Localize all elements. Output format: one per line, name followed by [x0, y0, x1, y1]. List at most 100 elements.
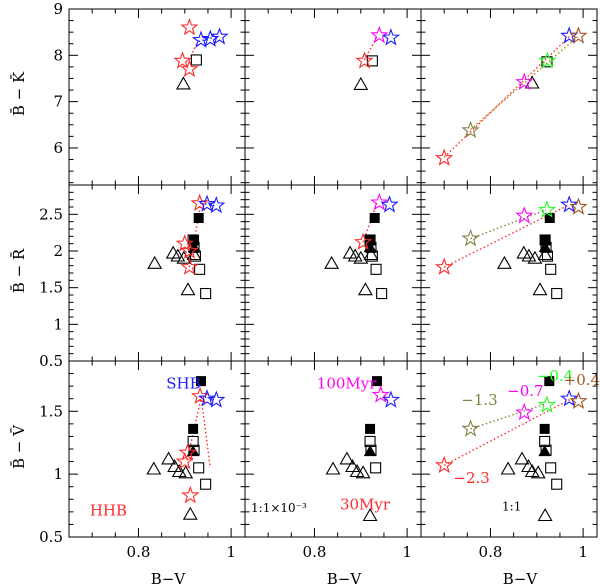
- annotation-label: −0.4: [537, 367, 573, 385]
- y-tick-label: 9: [53, 0, 63, 18]
- open-triangle-point: [147, 255, 163, 269]
- y-tick-label: 0.5: [39, 352, 63, 370]
- panel-r2-c3: [420, 184, 598, 362]
- open-triangle-point: [496, 255, 512, 269]
- panel-r1-c1: 6 7 8 9: [53, 0, 246, 186]
- y-tick-label: 1.5: [39, 279, 63, 297]
- star-point: [569, 26, 588, 44]
- open-triangle-point: [167, 458, 183, 473]
- y-tick-label: 7: [53, 93, 63, 111]
- open-triangle-point: [355, 465, 371, 479]
- open-square-point: [370, 263, 382, 275]
- open-triangle-point: [530, 465, 546, 479]
- star-point: [178, 443, 197, 461]
- filled-triangle-point: [538, 240, 552, 252]
- star-point: [173, 51, 192, 69]
- open-triangle-point: [178, 465, 194, 479]
- star-point: [569, 391, 588, 410]
- annotation-label: 30Myr: [340, 495, 391, 513]
- annotation-label: HHB: [90, 502, 127, 520]
- star-point: [175, 452, 194, 470]
- open-triangle-point: [521, 248, 537, 262]
- open-square-point: [366, 55, 378, 67]
- open-square-point: [200, 287, 212, 300]
- open-triangle-point: [532, 282, 548, 296]
- panel-r3-c3: 0.8 1 −0.4+0.4 −0.7 −1.3 −2.3 1:1: [420, 360, 600, 561]
- annotation-label: −1.3: [461, 391, 497, 409]
- filled-square-point: [369, 213, 380, 223]
- x-axis-label-col2: B−V: [327, 570, 363, 588]
- panel-frame: [68, 8, 246, 186]
- filled-square-point: [365, 423, 376, 434]
- panel-r3-c2: 0.8 1 100Myr 30Myr 1:1×10⁻³: [244, 360, 422, 561]
- star-point: [381, 28, 401, 46]
- star-point: [370, 193, 389, 211]
- filled-square-point: [539, 423, 550, 434]
- y-tick-label: 6: [53, 139, 63, 157]
- track-line: [186, 398, 202, 461]
- open-triangle-point: [349, 463, 365, 478]
- filled-triangle-point: [538, 444, 552, 457]
- open-triangle-point: [175, 76, 191, 90]
- track-line: [443, 33, 572, 158]
- filled-square-point: [188, 423, 199, 434]
- x-tick-label: 0.8: [303, 543, 327, 561]
- x-axis-label-col1: B−V: [151, 570, 187, 588]
- annotation-label: SHB: [166, 375, 200, 393]
- open-triangle-point: [524, 75, 540, 89]
- open-triangle-point: [176, 250, 192, 264]
- star-point: [371, 385, 390, 403]
- open-triangle-point: [353, 76, 369, 90]
- y-axis-label-row3: B̄ − V̄: [10, 424, 28, 469]
- open-triangle-point: [353, 250, 369, 264]
- open-square-point: [551, 478, 563, 490]
- filled-square-point: [196, 376, 206, 387]
- open-square-point: [541, 56, 553, 68]
- open-triangle-point: [537, 247, 553, 261]
- annotation-label: −2.3: [453, 469, 489, 487]
- x-tick-label: 0.8: [479, 543, 503, 561]
- annotation-label: 1:1: [502, 500, 521, 514]
- panel-r1-c3: [420, 8, 598, 186]
- x-tick-label: 1: [402, 543, 412, 561]
- star-point: [461, 120, 480, 139]
- star-point: [353, 232, 373, 251]
- filled-triangle-point: [186, 444, 200, 457]
- open-triangle-point: [180, 282, 196, 296]
- star-point: [560, 195, 579, 213]
- open-square-point: [193, 462, 205, 474]
- open-triangle-point: [161, 451, 177, 465]
- track-line: [470, 35, 579, 130]
- open-triangle-point: [325, 461, 341, 475]
- annotation-label: +0.4: [564, 371, 600, 389]
- open-triangle-point: [165, 245, 181, 259]
- star-point: [181, 485, 200, 504]
- star-point: [537, 200, 557, 218]
- panel-frame: [420, 360, 598, 538]
- open-square-point: [545, 462, 557, 474]
- open-square-point: [551, 287, 563, 300]
- y-tick-label: 2.5: [39, 205, 63, 223]
- open-triangle-point: [514, 451, 530, 465]
- open-triangle-point: [146, 461, 162, 475]
- open-triangle-point: [500, 461, 516, 475]
- star-point: [210, 27, 229, 45]
- y-tick-label: 2: [53, 242, 63, 260]
- open-triangle-point: [171, 463, 187, 478]
- star-point: [180, 17, 199, 36]
- star-point: [461, 228, 480, 247]
- star-point: [201, 29, 220, 47]
- panel-r2-c2: [244, 184, 422, 362]
- star-point: [537, 395, 557, 413]
- open-triangle-point: [324, 255, 340, 269]
- star-point: [370, 25, 389, 44]
- annotation-label: −0.7: [507, 382, 543, 400]
- open-triangle-point: [342, 245, 358, 259]
- filled-triangle-point: [363, 444, 377, 457]
- star-point: [197, 194, 217, 212]
- star-point: [197, 389, 217, 407]
- annotation-label: 1:1×10⁻³: [251, 501, 307, 515]
- x-tick-label: 1: [578, 543, 588, 561]
- y-axis-label-row1: B̄ − K̄: [10, 71, 28, 116]
